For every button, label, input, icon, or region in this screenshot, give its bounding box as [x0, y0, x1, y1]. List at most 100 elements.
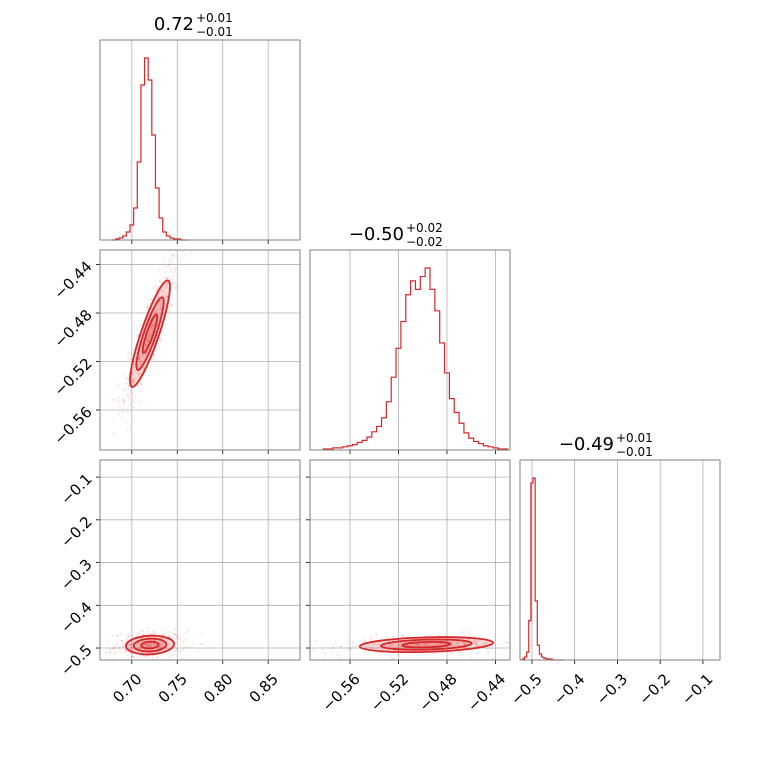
sample-point	[172, 655, 175, 658]
sample-point	[449, 651, 452, 654]
sample-point	[183, 237, 185, 239]
sample-point	[157, 296, 160, 299]
sample-point	[158, 301, 161, 304]
sample-point	[164, 649, 167, 652]
sample-point	[170, 254, 173, 257]
sample-point	[122, 645, 125, 648]
sample-point	[152, 327, 155, 330]
sample-point	[152, 658, 155, 660]
sample-point	[119, 405, 122, 408]
hist-panel-p2-tick-label: −0.5	[507, 670, 545, 708]
hist-panel-p0-frame	[99, 39, 301, 241]
sample-point	[456, 645, 459, 648]
sample-point	[130, 377, 133, 380]
sample-point	[490, 648, 493, 651]
sample-point	[139, 390, 142, 393]
sample-point	[171, 261, 174, 264]
sample-point	[486, 650, 489, 653]
sample-point	[144, 655, 147, 658]
sample-point	[111, 399, 114, 402]
sample-point	[334, 640, 337, 643]
sample-point	[455, 647, 458, 650]
sample-point	[162, 314, 165, 317]
contour-fill-1	[133, 638, 167, 652]
sample-point	[161, 645, 164, 648]
sample-point	[137, 633, 140, 636]
sample-point	[148, 646, 151, 649]
sample-point	[418, 645, 421, 648]
sample-point	[390, 656, 393, 659]
hist-panel-p2-title: −0.49 +0.01−0.01	[559, 431, 653, 459]
sample-point	[440, 642, 443, 645]
sample-point	[139, 630, 142, 633]
sample-point	[156, 656, 159, 659]
sample-point	[348, 657, 351, 660]
sample-point	[146, 319, 149, 322]
sample-point	[132, 641, 135, 644]
sample-point	[148, 339, 151, 342]
sample-point	[466, 630, 469, 633]
sample-point	[155, 299, 158, 302]
sample-point	[127, 352, 130, 355]
sample-point	[533, 641, 535, 643]
sample-point	[477, 645, 480, 648]
sample-point	[487, 652, 490, 655]
sample-point	[510, 642, 512, 644]
sample-point	[129, 643, 132, 646]
sample-point	[310, 640, 312, 643]
sample-point	[155, 309, 158, 312]
sample-point	[446, 640, 449, 643]
sample-point	[137, 642, 140, 645]
sample-point	[157, 647, 160, 650]
sample-point	[324, 652, 327, 655]
sample-point	[135, 635, 138, 638]
sample-point	[446, 648, 449, 651]
sample-point	[387, 637, 390, 640]
sample-point	[114, 651, 117, 654]
sample-point	[131, 635, 134, 638]
sample-point	[302, 642, 304, 644]
sample-point	[136, 329, 139, 332]
sample-point	[141, 343, 144, 346]
sample-point	[117, 385, 120, 388]
sample-point	[399, 641, 402, 644]
sample-point	[165, 296, 168, 299]
contour-fill-1	[380, 639, 472, 650]
sample-point	[306, 652, 308, 654]
sample-point	[153, 642, 156, 645]
sample-point	[480, 638, 483, 641]
sample-point	[425, 635, 428, 638]
sample-point	[533, 637, 535, 639]
contour-line-0	[358, 636, 494, 654]
sample-point	[164, 646, 167, 649]
sample-point	[124, 651, 127, 654]
sample-point	[140, 360, 143, 363]
sample-point	[167, 651, 170, 654]
sample-point	[170, 636, 173, 639]
sample-point	[159, 339, 162, 342]
sample-point	[145, 643, 148, 646]
sample-point	[161, 629, 164, 632]
sample-point	[151, 657, 154, 660]
sample-point	[179, 260, 182, 263]
sample-point	[472, 639, 475, 642]
sample-point	[175, 250, 178, 252]
sample-point	[513, 637, 515, 639]
sample-point	[146, 626, 149, 629]
sample-point	[158, 300, 161, 303]
sample-point	[120, 633, 123, 636]
sample-point	[534, 644, 536, 646]
sample-point	[159, 644, 162, 647]
hist-panel-p1-frame	[309, 249, 511, 451]
sample-point	[448, 644, 451, 647]
sample-point	[117, 634, 120, 637]
sample-point	[150, 341, 153, 344]
sample-point	[146, 338, 149, 341]
sample-point	[169, 310, 172, 313]
sample-point	[376, 646, 379, 649]
sample-point	[438, 637, 441, 640]
sample-point	[422, 649, 425, 652]
sample-point	[425, 642, 428, 645]
sample-point	[127, 651, 130, 654]
sample-point	[166, 276, 169, 279]
